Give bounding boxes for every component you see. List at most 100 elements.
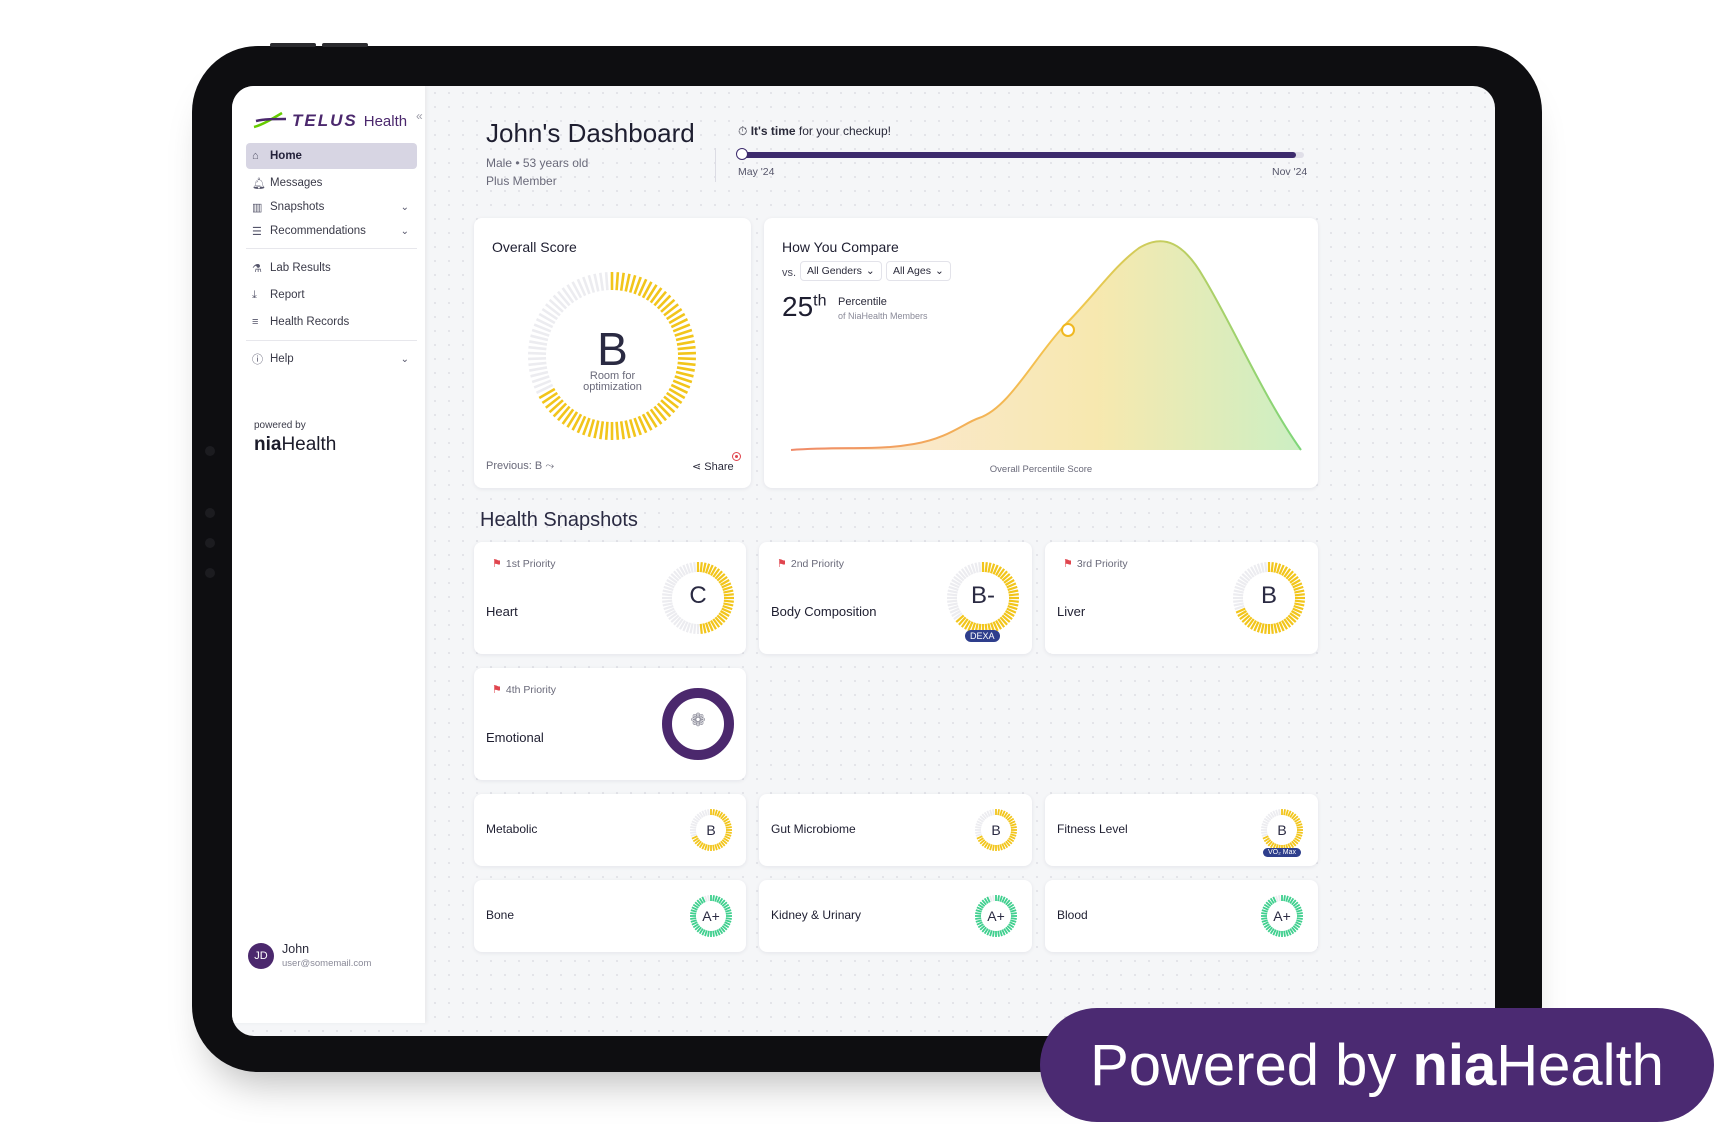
ring-tick (992, 809, 995, 816)
snapshot-card-liver[interactable]: ⚑ 3rd Priority Liver B (1045, 542, 1318, 654)
ring-tick (964, 619, 971, 630)
ring-tick (1006, 925, 1013, 931)
user-profile[interactable]: JD John user@somemail.com (248, 942, 371, 969)
snapshot-card-body-composition[interactable]: ⚑ 2nd Priority Body Composition B- DEXA (759, 542, 1032, 654)
snapshot-card-blood[interactable]: Blood A+ (1045, 880, 1318, 952)
ring-tick (704, 930, 708, 937)
ring-tick (530, 334, 549, 342)
snapshot-card-kidney-urinary[interactable]: Kidney & Urinary A+ (759, 880, 1032, 952)
ring-tick (951, 610, 962, 617)
ring-tick (1287, 929, 1292, 936)
ring-tick (701, 843, 706, 850)
ring-tick (1263, 903, 1270, 909)
ring-tick (1253, 564, 1260, 575)
share-button[interactable]: ⋖ Share (692, 461, 734, 473)
ring-tick (948, 604, 959, 611)
ring-tick (979, 839, 986, 845)
ring-tick (694, 901, 701, 907)
ring-tick (1001, 896, 1006, 903)
ring-tick (714, 930, 718, 937)
sidebar-item-report[interactable]: ⤓ Report (246, 282, 417, 308)
ring-tick (701, 929, 706, 936)
user-summary: Male • 53 years old Plus Member (486, 154, 588, 190)
ring-tick (1295, 906, 1302, 911)
how-you-compare-card: How You Compare vs. All Genders ⌄ All Age… (764, 218, 1318, 488)
ring-tick (599, 421, 605, 440)
ring-tick (1003, 612, 1013, 621)
ring-tick (1008, 602, 1019, 607)
ring-tick (1292, 839, 1299, 845)
ring-tick (1291, 899, 1297, 906)
ring-tick (1270, 623, 1274, 634)
collapse-sidebar-icon[interactable]: « (416, 109, 423, 123)
brain-icon: ❁ (690, 710, 706, 730)
chevron-down-icon: ⌄ (400, 201, 409, 213)
ring-tick (1004, 579, 1015, 586)
sidebar-item-lab-results[interactable]: ⚗ Lab Results (246, 255, 417, 281)
ring-tick (1010, 909, 1017, 913)
ring-tick (692, 903, 699, 909)
snapshot-card-heart[interactable]: ⚑ 1st Priority Heart C (474, 542, 746, 654)
gender-filter-select[interactable]: All Genders ⌄ (800, 261, 882, 281)
sensor-dot (205, 568, 215, 578)
ring-tick (656, 402, 672, 418)
ring-tick (704, 622, 711, 633)
ring-tick (981, 899, 987, 906)
notification-dot (732, 452, 741, 461)
ring-tick (530, 370, 549, 378)
grade-letter: B- (971, 582, 995, 609)
ring-tick (947, 602, 958, 607)
ring-tick (1269, 897, 1275, 904)
sidebar-item-home[interactable]: ⌂ Home (246, 143, 417, 169)
ring-tick (1004, 610, 1015, 617)
sidebar-item-snapshots[interactable]: ▥ Snapshots ⌄ (246, 194, 417, 220)
sidebar-item-label: Snapshots (270, 201, 325, 213)
ring-tick (1001, 614, 1011, 623)
chevron-down-icon: ⌄ (400, 225, 409, 237)
ring-tick (712, 568, 721, 578)
distribution-curve (790, 240, 1302, 451)
snapshot-card-metabolic[interactable]: Metabolic B (474, 794, 746, 866)
ring-tick (710, 619, 717, 630)
sidebar-item-messages[interactable]: 🔔︎ Messages (246, 170, 417, 196)
ring-tick (1244, 616, 1253, 626)
ring-tick (1256, 622, 1263, 633)
ring-tick (1273, 562, 1278, 573)
ring-tick (615, 272, 620, 291)
ring-tick (718, 928, 724, 935)
ring-tick (725, 912, 732, 915)
sidebar-item-help[interactable]: ⓘ Help ⌄ (246, 346, 417, 372)
ring-tick (967, 621, 974, 632)
bar-chart-icon: ▥ (252, 201, 263, 214)
ring-tick (690, 909, 697, 913)
age-filter-select[interactable]: All Ages ⌄ (886, 261, 951, 281)
sidebar-item-health-records[interactable]: ≡ Health Records (246, 309, 417, 335)
ring-tick (981, 926, 987, 933)
sidebar-item-recommendations[interactable]: ☰ Recommendations ⌄ (246, 218, 417, 244)
ring-tick (947, 589, 958, 594)
ring-tick (1262, 906, 1269, 911)
snapshot-card-gut-microbiome[interactable]: Gut Microbiome B (759, 794, 1032, 866)
grade-ring (690, 809, 732, 851)
ring-tick (701, 810, 706, 817)
snapshot-card-fitness-level[interactable]: Fitness Level B VO₂ Max (1045, 794, 1318, 866)
x-axis-label: Overall Percentile Score (989, 464, 1093, 475)
ring-tick (1260, 623, 1265, 634)
ring-tick (1261, 919, 1268, 923)
ring-tick (1001, 929, 1006, 936)
ring-tick (1291, 840, 1297, 847)
header-divider (715, 148, 716, 182)
ring-tick (1241, 614, 1251, 623)
ring-fill (662, 688, 734, 760)
ring-tick (983, 811, 989, 818)
ring-tick (1289, 612, 1299, 621)
card-title: How You Compare (782, 239, 899, 255)
priority-label: ⚑ 3rd Priority (1063, 557, 1128, 571)
ring-tick (1275, 895, 1279, 902)
ring-tick (1294, 602, 1305, 607)
ring-tick (1296, 831, 1303, 834)
snapshot-card-emotional[interactable]: ⚑ 4th Priority Emotional ❁ (474, 668, 746, 780)
snapshot-card-bone[interactable]: Bone A+ (474, 880, 746, 952)
ring-tick (712, 809, 715, 816)
ring-tick (1278, 895, 1281, 902)
